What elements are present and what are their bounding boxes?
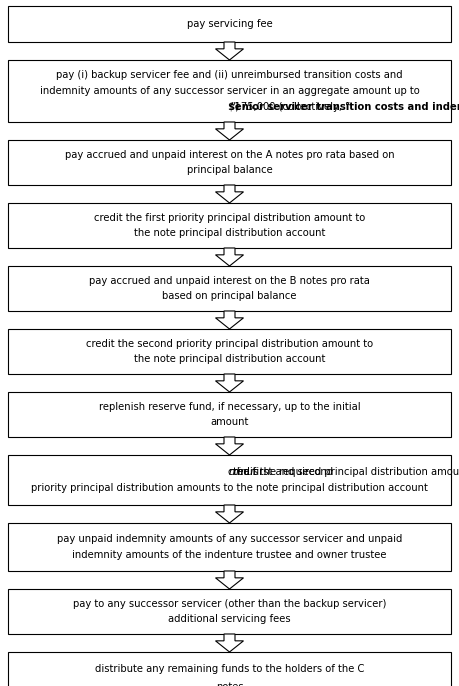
Polygon shape <box>215 185 244 203</box>
Bar <box>8 203 451 248</box>
Polygon shape <box>215 311 244 329</box>
Text: indemnity amounts of the indenture trustee and owner trustee: indemnity amounts of the indenture trust… <box>72 550 387 560</box>
Bar <box>8 652 451 686</box>
Bar <box>8 266 451 311</box>
Bar <box>8 589 451 634</box>
Text: the note principal distribution account: the note principal distribution account <box>134 228 325 238</box>
Text: pay to any successor servicer (other than the backup servicer): pay to any successor servicer (other tha… <box>73 599 386 609</box>
Text: additional servicing fees: additional servicing fees <box>168 614 291 624</box>
Text: the note principal distribution account: the note principal distribution account <box>134 354 325 364</box>
Text: credit the required principal distribution amount: credit the required principal distributi… <box>228 466 459 477</box>
Polygon shape <box>215 122 244 140</box>
Bar <box>8 523 451 571</box>
Text: $175,000 (collectively, “: $175,000 (collectively, “ <box>228 102 350 112</box>
Text: the first and second: the first and second <box>230 466 333 477</box>
Text: pay accrued and unpaid interest on the B notes pro rata: pay accrued and unpaid interest on the B… <box>89 276 370 286</box>
Text: priority principal distribution amounts to the note principal distribution accou: priority principal distribution amounts … <box>31 484 428 493</box>
Text: pay servicing fee: pay servicing fee <box>187 19 272 29</box>
Polygon shape <box>215 42 244 60</box>
Text: ”): ”) <box>230 102 239 112</box>
Bar <box>8 6 451 42</box>
Text: principal balance: principal balance <box>187 165 272 175</box>
Text: pay (i) backup servicer fee and (ii) unreimbursed transition costs and: pay (i) backup servicer fee and (ii) unr… <box>56 71 403 80</box>
Text: distribute any remaining funds to the holders of the C: distribute any remaining funds to the ho… <box>95 664 364 674</box>
Bar <box>8 60 451 122</box>
Text: indemnity amounts of any successor servicer in an aggregate amount up to: indemnity amounts of any successor servi… <box>39 86 420 96</box>
Text: notes: notes <box>216 682 243 686</box>
Text: senior servicer transition costs and indemnities: senior servicer transition costs and ind… <box>229 102 459 112</box>
Polygon shape <box>215 248 244 266</box>
Text: minus: minus <box>229 466 259 477</box>
Polygon shape <box>215 505 244 523</box>
Text: credit the first priority principal distribution amount to: credit the first priority principal dist… <box>94 213 365 223</box>
Text: replenish reserve fund, if necessary, up to the initial: replenish reserve fund, if necessary, up… <box>99 402 360 412</box>
Text: pay accrued and unpaid interest on the A notes pro rata based on: pay accrued and unpaid interest on the A… <box>65 150 394 160</box>
Text: credit the second priority principal distribution amount to: credit the second priority principal dis… <box>86 339 373 349</box>
Bar <box>8 140 451 185</box>
Polygon shape <box>215 634 244 652</box>
Text: pay unpaid indemnity amounts of any successor servicer and unpaid: pay unpaid indemnity amounts of any succ… <box>57 534 402 544</box>
Polygon shape <box>215 374 244 392</box>
Polygon shape <box>215 571 244 589</box>
Text: amount: amount <box>210 417 249 427</box>
Text: based on principal balance: based on principal balance <box>162 291 297 301</box>
Bar <box>8 329 451 374</box>
Bar <box>8 455 451 505</box>
Polygon shape <box>215 437 244 455</box>
Bar <box>8 392 451 437</box>
